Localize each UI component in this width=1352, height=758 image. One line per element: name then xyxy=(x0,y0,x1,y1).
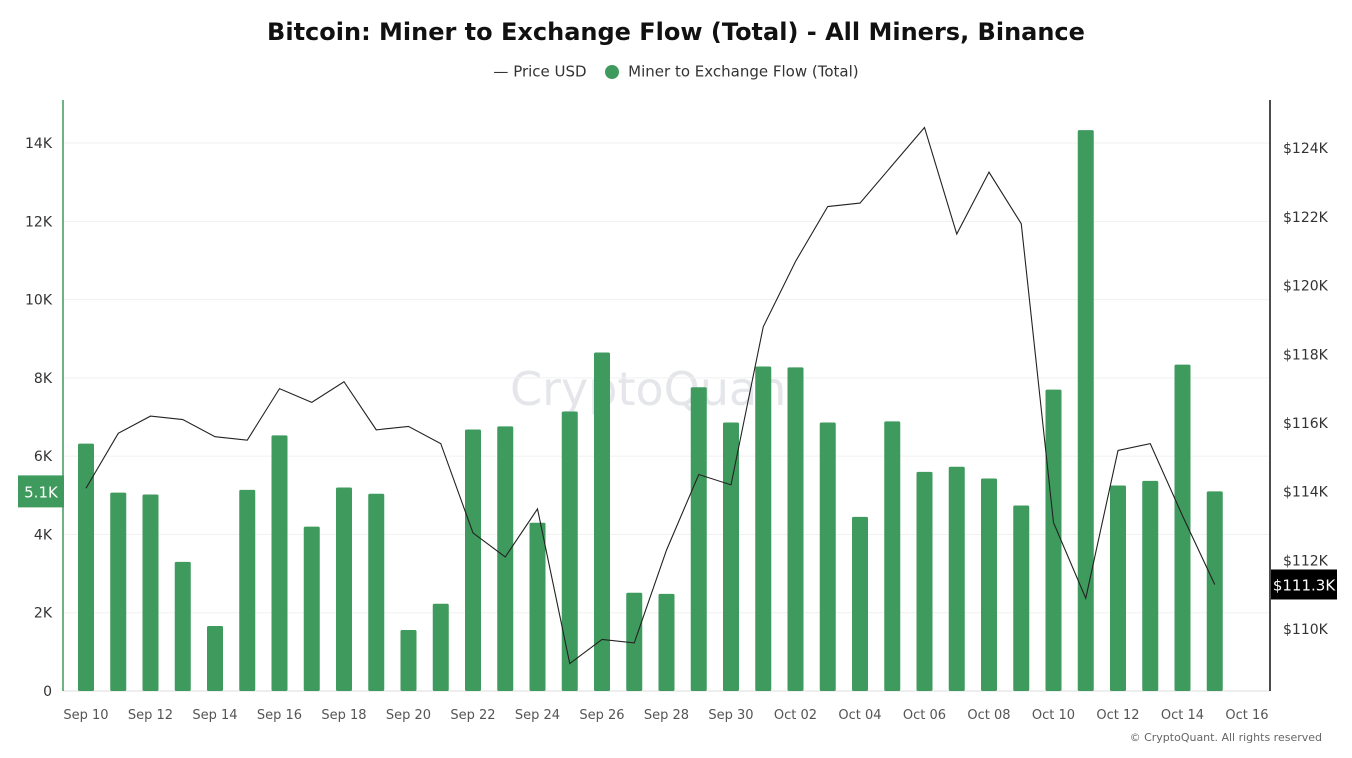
bar xyxy=(1077,130,1094,691)
left-tick-label: 0 xyxy=(43,684,52,700)
x-tick-label: Sep 30 xyxy=(708,708,753,723)
bar xyxy=(852,516,868,691)
bar xyxy=(239,489,256,691)
bar xyxy=(884,421,901,691)
bar xyxy=(1174,364,1191,691)
bar xyxy=(207,626,223,691)
x-tick-label: Sep 10 xyxy=(63,708,108,723)
left-tick-label: 6K xyxy=(34,449,53,465)
current-price-badge xyxy=(1271,569,1337,600)
x-tick-label: Oct 08 xyxy=(967,708,1010,723)
bar xyxy=(723,422,739,691)
right-tick-label: $118K xyxy=(1283,347,1329,363)
bar xyxy=(561,411,578,691)
x-tick-label: Sep 14 xyxy=(192,708,237,723)
price-line xyxy=(85,126,1216,665)
right-tick-label: $122K xyxy=(1283,210,1329,226)
x-tick-label: Sep 16 xyxy=(257,708,302,723)
left-tick-label: 10K xyxy=(25,293,53,309)
bar xyxy=(465,429,481,691)
bar xyxy=(755,366,772,691)
bar xyxy=(1045,389,1062,691)
bar xyxy=(787,367,804,691)
bar xyxy=(368,493,385,691)
x-tick-label: Oct 14 xyxy=(1161,708,1204,723)
bar xyxy=(819,422,836,691)
left-tick-label: 2K xyxy=(34,606,53,622)
bar xyxy=(1110,485,1126,691)
chart-title: Bitcoin: Miner to Exchange Flow (Total) … xyxy=(267,18,1085,46)
current-flow-badge xyxy=(18,475,64,508)
right-tick-label: $112K xyxy=(1283,553,1329,569)
bar xyxy=(110,492,127,691)
x-tick-label: Sep 18 xyxy=(321,708,366,723)
right-tick-label: $124K xyxy=(1283,141,1329,157)
x-tick-label: Sep 22 xyxy=(450,708,495,723)
bar xyxy=(594,352,610,691)
bar xyxy=(948,466,965,691)
copyright-footer: © CryptoQuant. All rights reserved xyxy=(1129,731,1322,744)
current-price-label: $111.3K xyxy=(1273,576,1336,594)
right-tick-label: $120K xyxy=(1283,279,1329,295)
bar xyxy=(400,629,417,691)
bar xyxy=(916,471,933,691)
left-tick-label: 4K xyxy=(34,527,53,543)
left-tick-label: 8K xyxy=(34,371,53,387)
bar xyxy=(174,561,191,691)
left-tick-label: 14K xyxy=(25,136,53,152)
right-tick-label: $116K xyxy=(1283,416,1329,432)
x-tick-label: Oct 10 xyxy=(1032,708,1075,723)
legend-flow[interactable]: Miner to Exchange Flow (Total) xyxy=(628,62,859,81)
bar xyxy=(529,522,546,691)
x-tick-label: Sep 26 xyxy=(579,708,624,723)
x-tick-label: Sep 28 xyxy=(644,708,689,723)
bar xyxy=(142,494,159,691)
bar xyxy=(981,478,997,691)
x-tick-label: Oct 16 xyxy=(1225,708,1268,723)
x-tick-label: Oct 12 xyxy=(1096,708,1139,723)
bar xyxy=(432,603,449,691)
legend-line-icon: — xyxy=(493,62,509,81)
bar xyxy=(78,443,94,691)
legend: — Price USD Miner to Exchange Flow (Tota… xyxy=(0,62,1352,81)
x-tick-label: Oct 06 xyxy=(903,708,946,723)
x-tick-label: Sep 20 xyxy=(386,708,431,723)
bar xyxy=(1013,505,1030,691)
legend-price[interactable]: Price USD xyxy=(513,62,587,81)
bar xyxy=(271,435,288,691)
left-tick-label: 12K xyxy=(25,214,53,230)
current-flow-label: 5.1K xyxy=(24,483,59,501)
bar xyxy=(658,593,675,691)
x-tick-label: Sep 12 xyxy=(128,708,173,723)
bar xyxy=(1142,480,1159,691)
bar xyxy=(1206,491,1223,691)
legend-dot-icon xyxy=(605,64,620,79)
bar xyxy=(303,526,320,691)
x-tick-label: Oct 04 xyxy=(838,708,881,723)
bar xyxy=(690,387,707,691)
bar xyxy=(497,426,514,691)
right-tick-label: $110K xyxy=(1283,622,1329,638)
bar xyxy=(336,487,352,691)
x-tick-label: Sep 24 xyxy=(515,708,560,723)
x-tick-label: Oct 02 xyxy=(774,708,817,723)
right-tick-label: $114K xyxy=(1283,485,1329,501)
